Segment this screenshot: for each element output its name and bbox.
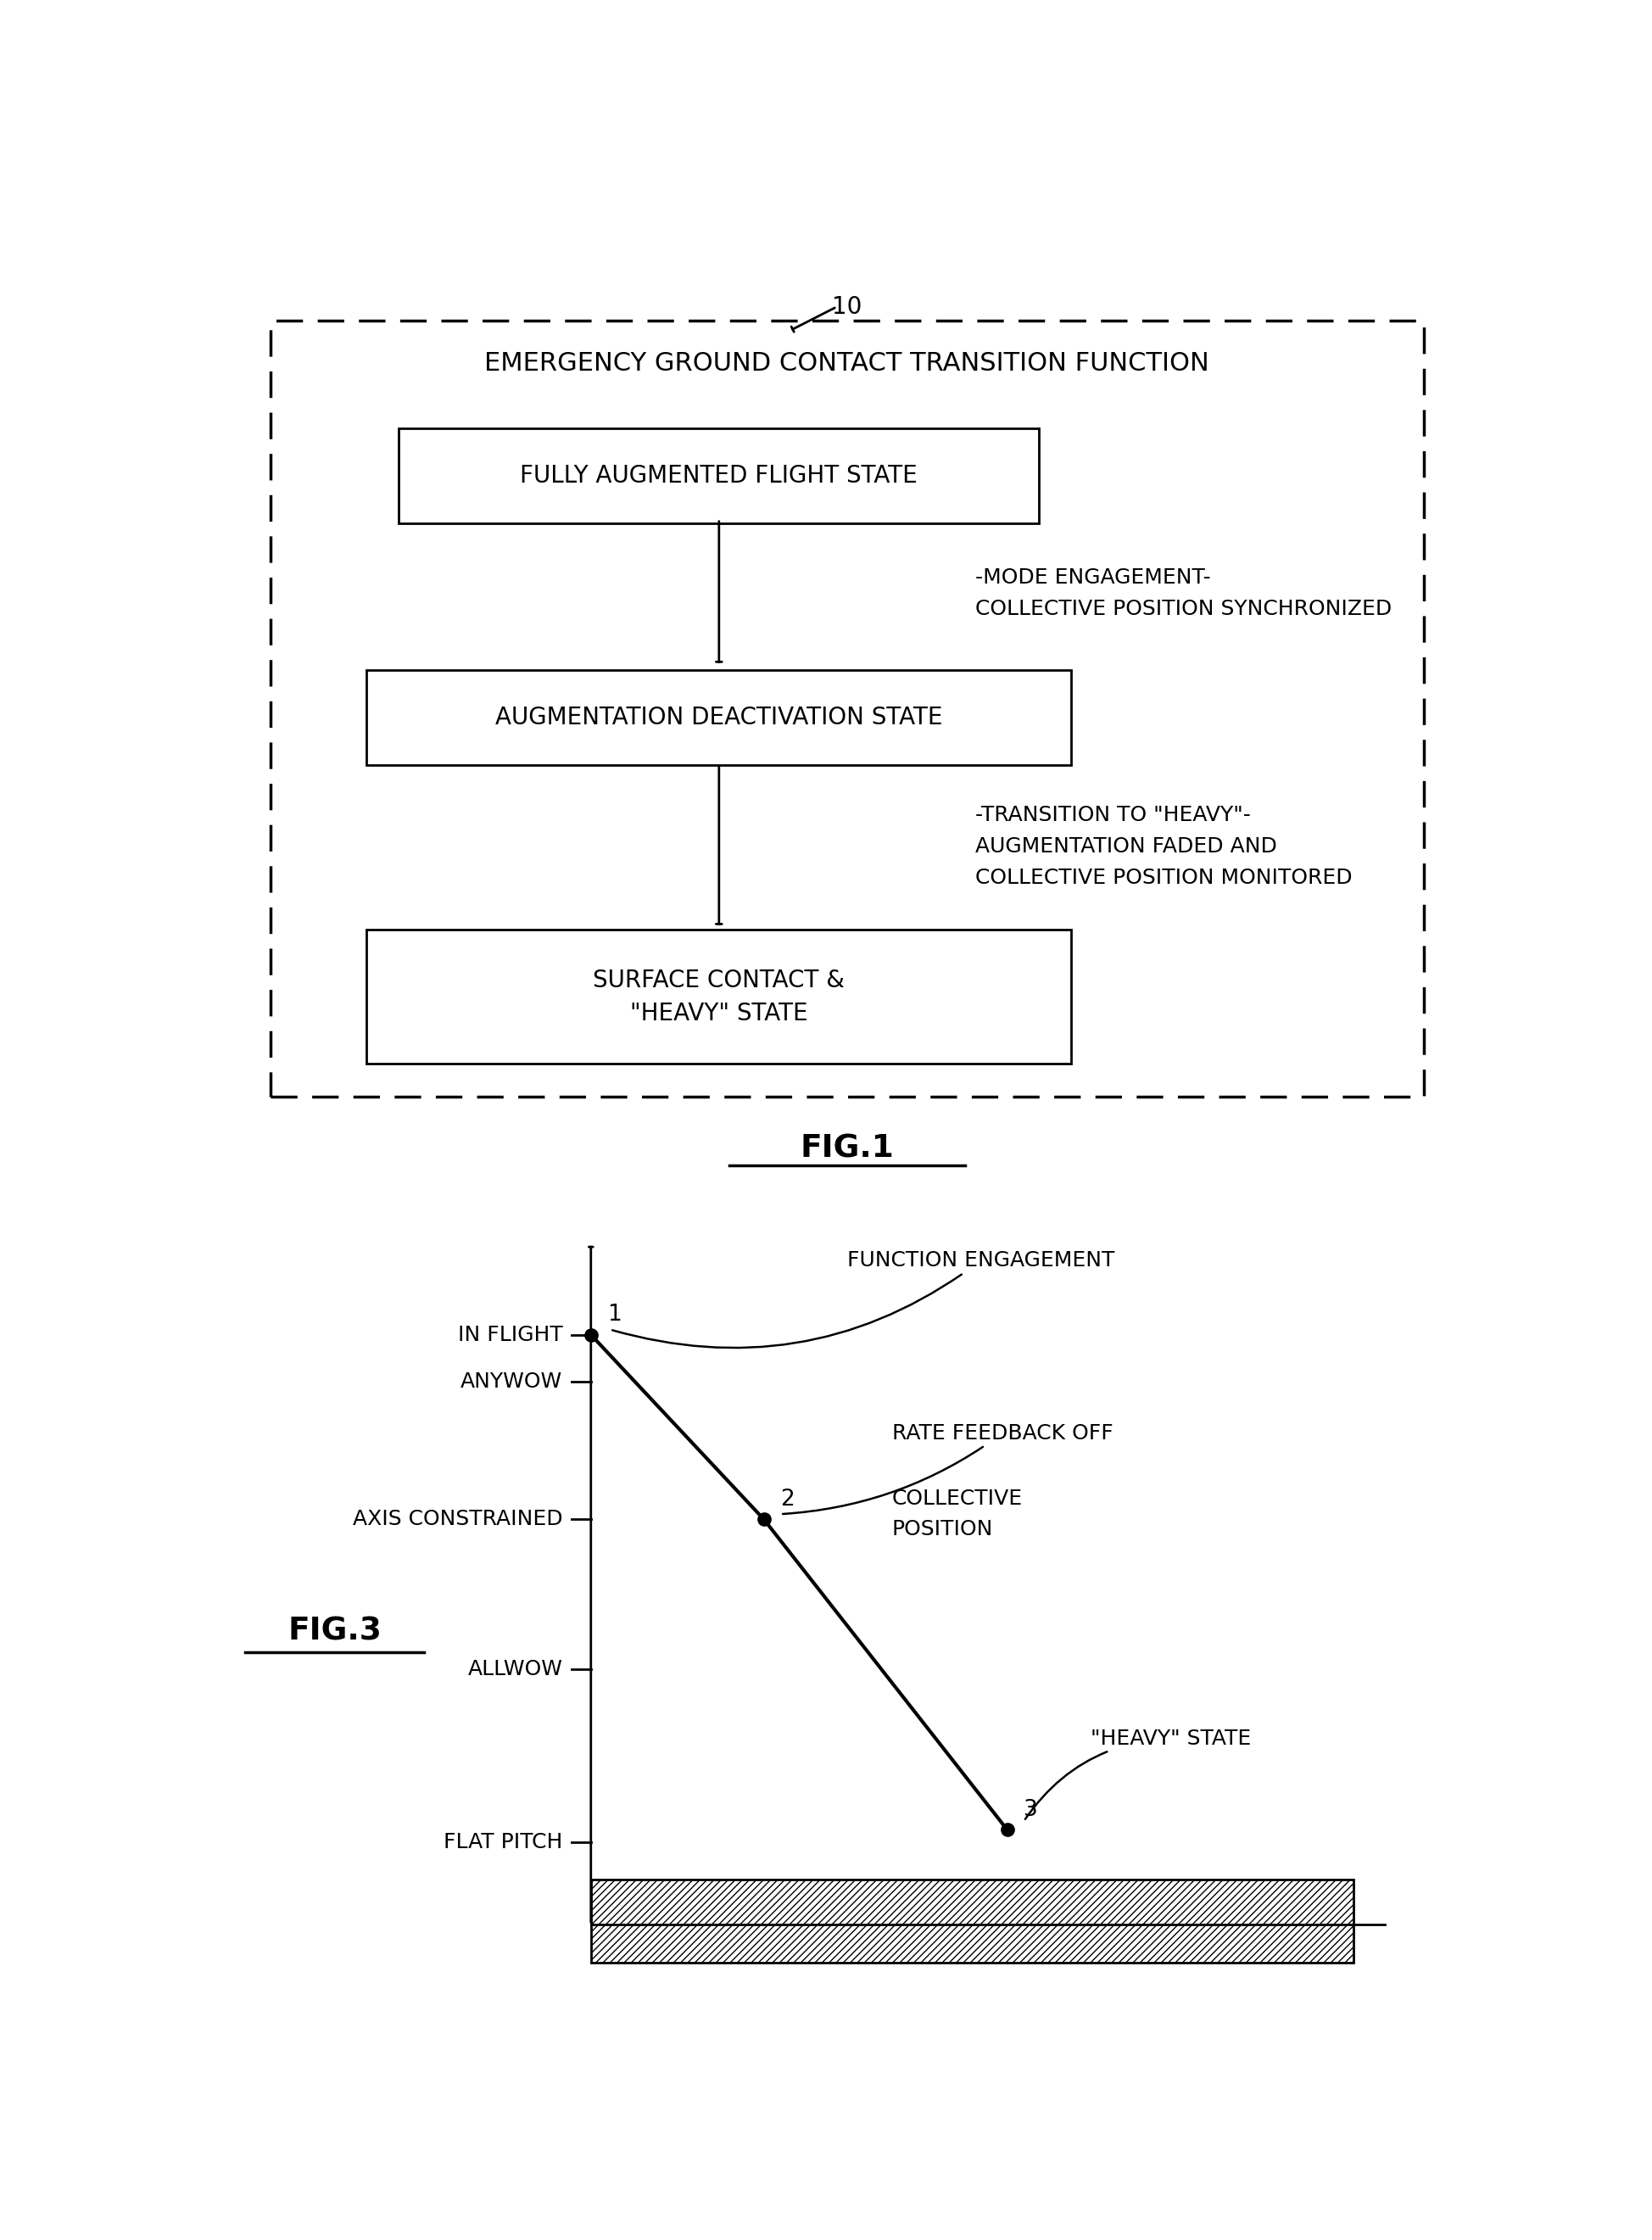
Text: SURFACE CONTACT &
"HEAVY" STATE: SURFACE CONTACT & "HEAVY" STATE: [593, 968, 844, 1026]
Text: EMERGENCY GROUND CONTACT TRANSITION FUNCTION: EMERGENCY GROUND CONTACT TRANSITION FUNC…: [484, 352, 1209, 376]
Text: ANYWOW: ANYWOW: [461, 1371, 562, 1391]
Bar: [591, 1879, 1353, 1962]
Text: 10: 10: [831, 296, 862, 318]
Text: -MODE ENGAGEMENT-
COLLECTIVE POSITION SYNCHRONIZED: -MODE ENGAGEMENT- COLLECTIVE POSITION SY…: [975, 567, 1391, 618]
Text: COLLECTIVE
POSITION: COLLECTIVE POSITION: [892, 1490, 1023, 1539]
FancyBboxPatch shape: [398, 428, 1039, 524]
Text: AUGMENTATION DEACTIVATION STATE: AUGMENTATION DEACTIVATION STATE: [496, 706, 942, 730]
Text: FULLY AUGMENTED FLIGHT STATE: FULLY AUGMENTED FLIGHT STATE: [520, 464, 917, 488]
Text: "HEAVY" STATE: "HEAVY" STATE: [1024, 1727, 1251, 1819]
Text: FLAT PITCH: FLAT PITCH: [443, 1832, 562, 1852]
FancyBboxPatch shape: [271, 320, 1422, 1098]
Text: FIG.3: FIG.3: [287, 1615, 382, 1646]
FancyBboxPatch shape: [367, 670, 1070, 764]
Text: ALLWOW: ALLWOW: [468, 1660, 562, 1680]
FancyBboxPatch shape: [367, 930, 1070, 1064]
Text: RATE FEEDBACK OFF: RATE FEEDBACK OFF: [783, 1422, 1112, 1514]
Text: 1: 1: [608, 1304, 621, 1326]
Text: FIG.1: FIG.1: [800, 1133, 894, 1165]
Text: -TRANSITION TO "HEAVY"-
AUGMENTATION FADED AND
COLLECTIVE POSITION MONITORED: -TRANSITION TO "HEAVY"- AUGMENTATION FAD…: [975, 804, 1351, 889]
Text: 2: 2: [780, 1490, 795, 1510]
Text: 3: 3: [1023, 1799, 1037, 1821]
Text: IN FLIGHT: IN FLIGHT: [458, 1324, 562, 1344]
Text: FUNCTION ENGAGEMENT: FUNCTION ENGAGEMENT: [611, 1250, 1113, 1348]
Text: AXIS CONSTRAINED: AXIS CONSTRAINED: [352, 1510, 562, 1530]
